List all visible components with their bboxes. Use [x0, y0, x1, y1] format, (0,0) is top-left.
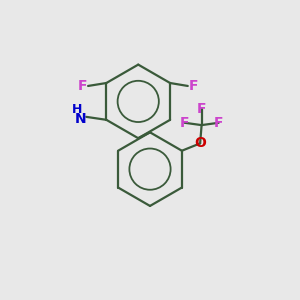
- Text: F: F: [197, 102, 206, 116]
- Text: O: O: [194, 136, 206, 150]
- Text: H: H: [72, 103, 83, 116]
- Text: F: F: [214, 116, 224, 130]
- Text: F: F: [188, 79, 198, 93]
- Text: F: F: [180, 116, 189, 130]
- Text: N: N: [75, 112, 87, 126]
- Text: F: F: [78, 79, 88, 93]
